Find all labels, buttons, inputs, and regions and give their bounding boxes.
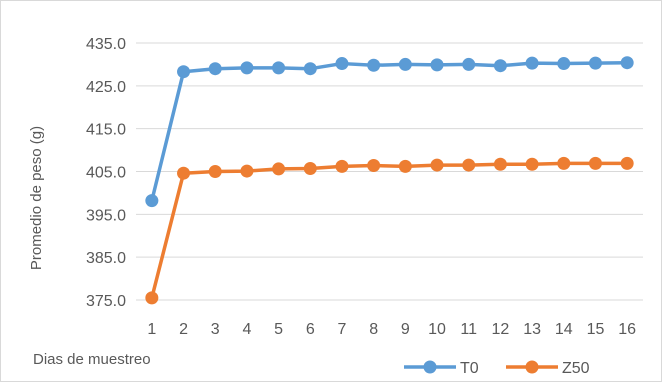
- x-tick-label: 13: [523, 321, 541, 338]
- series-line: [150, 161, 629, 300]
- x-tick-label: 7: [338, 321, 347, 338]
- legend-marker: [525, 360, 539, 374]
- y-tick-label: 425.0: [86, 79, 126, 96]
- data-point: [398, 57, 412, 71]
- data-point: [398, 159, 412, 173]
- y-tick-label: 375.0: [86, 293, 126, 310]
- data-point: [240, 61, 254, 75]
- series-t0: [145, 56, 634, 208]
- series-z50: [145, 156, 634, 305]
- legend-item-t0: T0: [404, 360, 479, 377]
- y-axis-tick-labels: 375.0 385.0 395.0 405.0 415.0 425.0 435.0: [86, 36, 126, 310]
- x-tick-label: 6: [306, 321, 315, 338]
- legend-item-z50: Z50: [506, 360, 590, 377]
- x-tick-label: 15: [587, 321, 605, 338]
- data-point: [177, 65, 191, 79]
- data-point: [208, 165, 222, 178]
- series-layer: [145, 56, 634, 305]
- data-point: [557, 57, 571, 71]
- x-tick-label: 12: [492, 321, 510, 338]
- x-tick-label: 4: [242, 321, 251, 338]
- legend: T0 Z50: [404, 360, 590, 377]
- data-point: [240, 164, 254, 178]
- data-point: [145, 291, 159, 305]
- x-tick-label: 8: [369, 321, 378, 338]
- legend-label: T0: [460, 360, 479, 377]
- x-tick-label: 14: [555, 321, 573, 338]
- x-axis-label: Dias de muestreo: [33, 351, 151, 368]
- y-tick-label: 385.0: [86, 250, 126, 267]
- x-tick-label: 11: [460, 321, 477, 338]
- x-tick-label: 16: [618, 321, 636, 338]
- x-tick-label: 2: [179, 321, 188, 338]
- data-point: [335, 57, 349, 71]
- data-point: [303, 62, 317, 76]
- x-tick-label: 1: [147, 321, 156, 338]
- legend-marker: [423, 360, 437, 374]
- data-point: [462, 158, 476, 172]
- y-tick-label: 395.0: [86, 207, 126, 224]
- x-tick-label: 5: [274, 321, 283, 338]
- data-point: [620, 156, 634, 170]
- data-point: [367, 58, 381, 72]
- data-point: [462, 57, 476, 71]
- x-tick-label: 9: [401, 321, 410, 338]
- y-tick-label: 415.0: [86, 122, 126, 139]
- y-axis-label: Promedio de peso (g): [28, 126, 45, 270]
- data-point: [525, 56, 539, 70]
- data-point: [493, 59, 507, 73]
- data-point: [588, 156, 602, 170]
- series-line: [150, 60, 629, 203]
- data-point: [177, 166, 191, 180]
- x-axis-tick-labels: 1 2 3 4 5 6 7 8 9 10 11 12 13 14 15 16: [147, 321, 636, 338]
- data-point: [335, 159, 349, 173]
- data-point: [430, 158, 444, 172]
- data-point: [430, 58, 444, 72]
- y-tick-label: 435.0: [86, 36, 126, 53]
- data-point: [272, 61, 286, 75]
- data-point: [272, 162, 286, 176]
- data-point: [620, 56, 634, 70]
- data-point: [208, 62, 222, 76]
- data-point: [557, 156, 571, 170]
- data-point: [525, 157, 539, 171]
- data-point: [145, 194, 159, 208]
- data-point: [303, 162, 317, 176]
- data-point: [493, 157, 507, 171]
- data-point: [588, 56, 602, 70]
- x-tick-label: 10: [428, 321, 446, 338]
- data-point: [367, 159, 381, 173]
- legend-label: Z50: [562, 360, 590, 377]
- x-tick-label: 3: [211, 321, 220, 338]
- y-tick-label: 405.0: [86, 165, 126, 182]
